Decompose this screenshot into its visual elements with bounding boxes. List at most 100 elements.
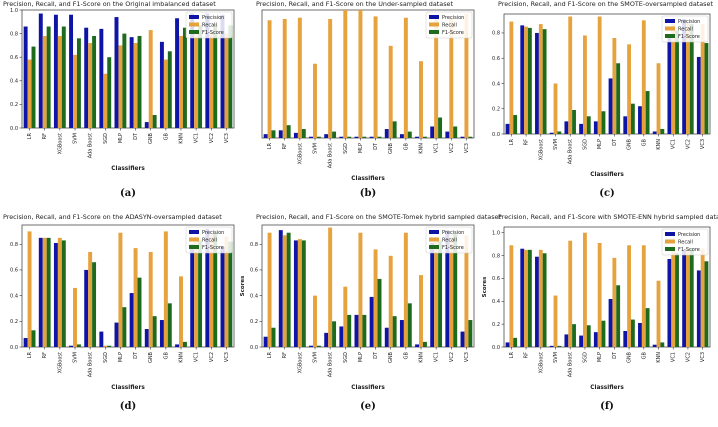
bar-f1-score-gnb (392, 316, 397, 347)
bar-precision-mlp (593, 121, 598, 134)
bar-precision-ada-boost (84, 269, 89, 347)
bar-precision-ada-boost (324, 332, 329, 347)
y-tick-label: 0.0 (492, 345, 500, 351)
bar-recall-vc3 (700, 248, 705, 347)
bar-f1-score-rf (527, 27, 532, 134)
bar-recall-knn (656, 63, 661, 135)
bar-recall-lr (27, 59, 32, 129)
bar-f1-score-vc2 (689, 24, 694, 134)
legend-label: Precision (678, 232, 700, 238)
bar-f1-score-lr (31, 330, 36, 347)
bar-recall-sgd (343, 10, 348, 138)
legend-swatch-recall (429, 237, 439, 242)
bar-recall-xgboost (538, 249, 543, 347)
bar-recall-dt (133, 43, 138, 128)
legend-swatch-precision (189, 230, 199, 234)
x-tick-label: VC1 (434, 143, 440, 153)
x-tick-label: LR (509, 138, 515, 145)
x-tick-label: KNN (179, 352, 185, 363)
bar-f1-score-xgboost (61, 240, 66, 347)
bar-recall-dt (612, 257, 617, 347)
y-axis-label: Scores (240, 275, 246, 296)
legend-swatch-f1-score (665, 247, 675, 251)
bar-precision-vc3 (220, 14, 225, 128)
x-tick-label: SVM (73, 352, 79, 363)
bar-f1-score-lr (271, 327, 276, 347)
x-axis-label: Classifiers (590, 385, 624, 391)
x-tick-label: LR (27, 351, 33, 358)
bar-f1-score-vc2 (453, 126, 458, 138)
bar-f1-score-svm (316, 136, 321, 138)
x-tick-label: VC1 (671, 352, 677, 362)
bar-f1-score-vc3 (228, 25, 233, 129)
x-tick-label: VC2 (209, 352, 215, 362)
bar-precision-mlp (114, 322, 119, 347)
bar-f1-score-mlp (362, 314, 367, 347)
bar-recall-ada-boost (568, 240, 573, 347)
x-tick-label: DT (133, 132, 139, 140)
legend-label: F1-Score (442, 30, 464, 36)
legend-label: F1-Score (678, 247, 700, 253)
bar-recall-vc3 (464, 13, 469, 139)
x-axis-label: Classifiers (351, 176, 385, 182)
x-tick-label: VC3 (464, 352, 470, 362)
bar-recall-mlp (118, 232, 123, 347)
x-tick-label: DT (373, 351, 379, 359)
x-tick-label: VC2 (209, 133, 215, 143)
bar-recall-knn (419, 275, 423, 347)
y-tick-label: 0.6 (250, 268, 258, 274)
y-tick-label: 0.8 (250, 242, 258, 248)
legend-label: F1-Score (442, 245, 464, 251)
bar-precision-gb (638, 106, 642, 134)
bar-precision-ada-boost (324, 134, 329, 138)
x-tick-label: SGD (103, 133, 109, 144)
bar-precision-rf (278, 230, 283, 347)
legend-swatch-f1-score (429, 30, 439, 34)
x-tick-label: Ada Boost (88, 133, 94, 158)
bar-f1-score-xgboost (301, 129, 306, 138)
bar-f1-score-knn (422, 341, 427, 347)
bar-f1-score-xgboost (61, 26, 66, 128)
bar-precision-vc2 (445, 131, 450, 138)
x-tick-label: Ada Boost (328, 143, 334, 168)
legend-label: Recall (202, 238, 217, 244)
bar-precision-vc2 (205, 13, 210, 128)
bar-precision-knn (415, 136, 420, 138)
bar-f1-score-rf (527, 249, 532, 347)
bar-recall-vc2 (686, 22, 690, 135)
x-axis-label: Classifiers (351, 385, 385, 391)
y-tick-label: 0.6 (10, 268, 18, 274)
bar-recall-gb (403, 17, 408, 138)
y-tick-label: 0.8 (492, 253, 500, 259)
bar-recall-mlp (118, 45, 123, 128)
x-tick-label: Ada Boost (88, 352, 94, 377)
y-tick-label: 0.6 (10, 55, 18, 61)
bar-recall-xgboost (538, 24, 543, 134)
bar-f1-score-gnb (630, 103, 635, 134)
bar-precision-ada-boost (564, 121, 569, 134)
chart-title: Precision, Recall, and F1-Score on the O… (3, 0, 216, 8)
bar-recall-sgd (103, 345, 108, 347)
bar-precision-knn (652, 131, 657, 134)
bar-precision-svm (309, 136, 314, 138)
bar-precision-sgd (339, 326, 344, 347)
legend-label: Precision (442, 230, 464, 236)
bar-recall-gnb (388, 255, 393, 347)
bar-recall-svm (553, 295, 558, 347)
bar-precision-mlp (114, 17, 119, 128)
bar-precision-vc2 (445, 230, 450, 347)
legend-label: F1-Score (678, 34, 700, 40)
legend-label: Recall (442, 238, 457, 244)
bar-recall-rf (42, 35, 47, 128)
bar-precision-dt (369, 296, 374, 347)
bar-f1-score-vc3 (228, 241, 233, 347)
bar-precision-sgd (579, 123, 584, 134)
bar-precision-mlp (354, 136, 359, 138)
bar-precision-svm (69, 14, 74, 128)
x-tick-label: VC2 (449, 352, 455, 362)
bar-f1-score-rf (286, 125, 291, 138)
bar-precision-knn (175, 18, 180, 128)
x-tick-label: SGD (343, 352, 349, 363)
bar-recall-mlp (597, 16, 602, 135)
legend-swatch-precision (665, 232, 675, 236)
